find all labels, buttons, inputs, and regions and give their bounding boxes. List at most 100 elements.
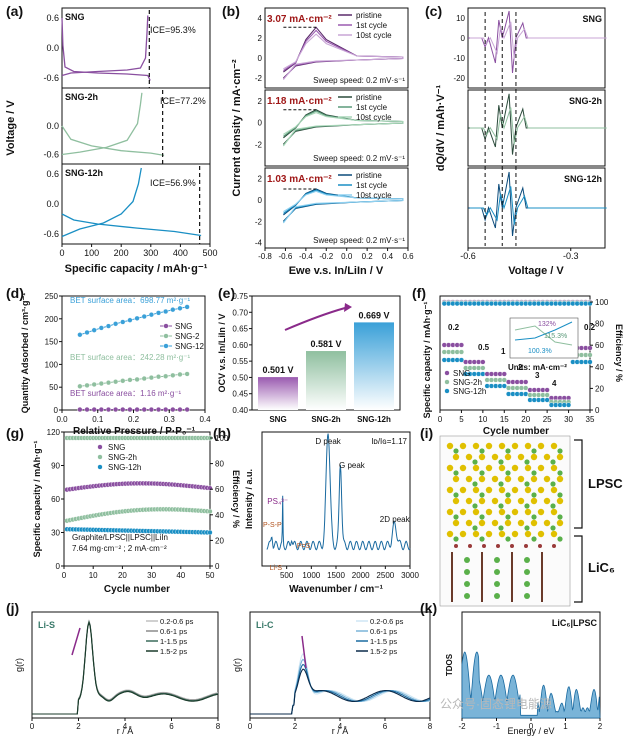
y2-tick-label: 100 — [595, 298, 609, 307]
capacity-point — [587, 359, 593, 365]
panel-letter: (h) — [213, 425, 231, 441]
rate-label: 2 — [518, 363, 523, 372]
sulfur-atom — [550, 530, 558, 538]
legend-label: 0.2-0.6 ps — [160, 617, 194, 626]
capacity-point — [497, 371, 503, 377]
data-point — [84, 329, 90, 336]
y2-tick-label: 80 — [215, 460, 224, 469]
lithium-atom — [524, 593, 530, 599]
subplot-label: SNG-12h — [65, 168, 103, 178]
sulfur-atom — [511, 442, 519, 450]
x-tick-label: 8 — [428, 722, 433, 731]
y-axis-label: Specific capacity / mAh·g⁻¹ — [422, 302, 432, 419]
data-point — [77, 406, 83, 413]
legend-marker — [97, 444, 103, 450]
rate-label: 3 — [535, 371, 540, 380]
capacity-point — [207, 529, 213, 536]
data-point — [148, 312, 154, 318]
capacity-point — [578, 345, 585, 351]
capacity-point — [583, 352, 589, 358]
x-tick-label: 5 — [459, 415, 464, 424]
efficiency-point — [467, 301, 473, 307]
x-tick-label: 400 — [173, 248, 188, 258]
efficiency-point — [548, 301, 555, 307]
lithium-atom — [498, 525, 504, 531]
capacity-point — [561, 402, 567, 408]
x-tick-label: 6 — [383, 722, 388, 731]
sulfur-atom — [446, 442, 454, 450]
data-point — [91, 406, 97, 413]
y-tick-label: 2 — [258, 175, 263, 184]
x-tick-label: 0.0 — [341, 252, 353, 261]
capacity-point — [565, 402, 572, 408]
y-tick-label: 0.6 — [46, 169, 59, 179]
sulfur-atom — [452, 519, 460, 527]
capacity-point — [480, 371, 486, 377]
sulfur-atom — [472, 442, 480, 450]
phosphorus-atom — [552, 544, 556, 548]
efficiency-point — [497, 301, 503, 307]
y-tick-label: 0.50 — [232, 373, 248, 382]
sulfur-atom — [472, 464, 480, 472]
y-tick-label: 0 — [56, 562, 61, 571]
phosphorus-atom — [524, 544, 528, 548]
sulfur-atom — [524, 442, 532, 450]
legend-label: 1st cycle — [356, 103, 388, 112]
x-tick-label: 10 — [89, 571, 98, 580]
x-tick-label: 300 — [143, 248, 158, 258]
lithium-atom — [498, 459, 504, 465]
structure-label: LiC₆ — [588, 560, 615, 575]
sulfur-atom — [556, 519, 564, 527]
sulfur-atom — [485, 530, 493, 538]
efficiency-point — [514, 301, 520, 307]
panel-letter: (i) — [420, 425, 433, 441]
x-tick-label: 2000 — [352, 571, 370, 580]
efficiency-point — [441, 301, 447, 307]
efficiency-point — [578, 301, 585, 307]
sulfur-atom — [465, 453, 473, 461]
x-tick-label: 6 — [169, 722, 174, 731]
plot-frame — [264, 7, 409, 89]
lithium-atom — [494, 581, 500, 587]
sulfur-atom — [504, 453, 512, 461]
data-point — [120, 319, 126, 325]
efficiency-point — [450, 301, 456, 307]
panel-letter: (c) — [425, 3, 442, 19]
data-point — [127, 406, 133, 413]
x-tick-label: 10 — [478, 415, 487, 424]
phosphorus-atom — [468, 544, 472, 548]
sulfur-atom — [459, 508, 467, 516]
legend-marker — [163, 343, 169, 349]
data-point — [155, 310, 162, 316]
rdf-curve — [250, 668, 431, 715]
x-tick-label: -1 — [493, 722, 501, 731]
data-point — [77, 332, 83, 338]
efficiency-point — [544, 301, 550, 307]
y-tick-label: 0.45 — [232, 390, 248, 399]
ice-label: ICE=77.2% — [160, 96, 206, 106]
capacity-point — [574, 359, 580, 365]
lithium-atom — [479, 448, 485, 454]
capacity-point — [518, 391, 525, 397]
y2-tick-label: 60 — [595, 341, 604, 350]
sulfur-atom — [485, 486, 493, 494]
sulfur-atom — [478, 453, 486, 461]
x-axis-label: r / Å — [332, 726, 349, 736]
y-tick-label: -0.6 — [43, 150, 59, 160]
capacity-point — [445, 349, 452, 355]
capacity-point — [450, 357, 456, 363]
arrow-head — [344, 303, 352, 312]
lithium-atom — [453, 514, 459, 520]
data-point — [84, 406, 90, 413]
capacity-point — [493, 371, 499, 377]
capacity-point — [445, 357, 452, 363]
sulfur-atom — [498, 508, 506, 516]
lithium-atom — [524, 503, 530, 509]
capacity-point — [544, 397, 550, 403]
subplot-label: SNG-2h — [65, 92, 98, 102]
lithium-atom — [453, 448, 459, 454]
lithium-atom — [479, 536, 485, 542]
data-point — [148, 406, 154, 413]
lithium-atom — [524, 581, 530, 587]
rdf-curve — [250, 658, 431, 715]
